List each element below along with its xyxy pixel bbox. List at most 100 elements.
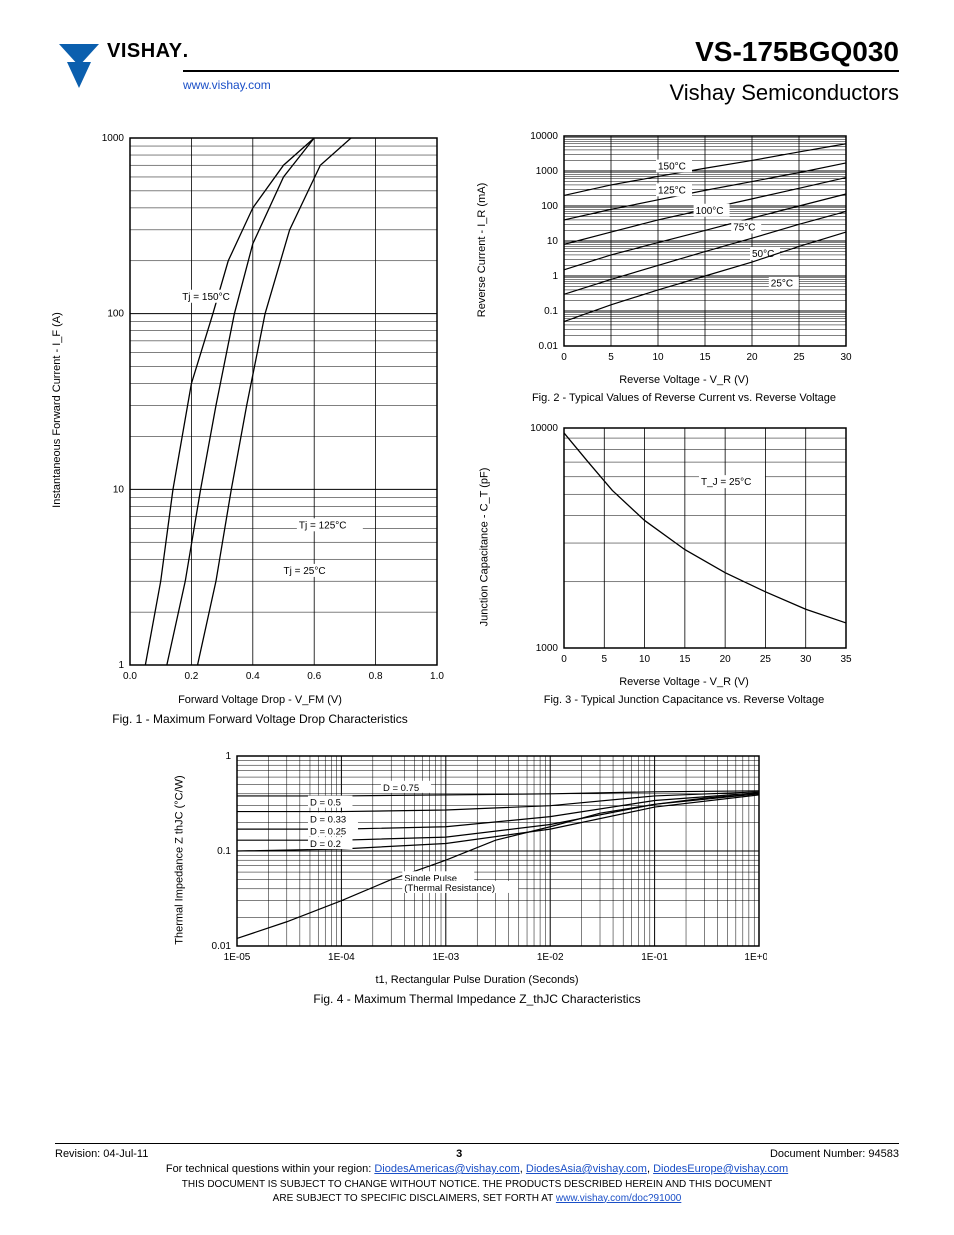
footer-docnum: Document Number: 94583: [770, 1148, 899, 1160]
figure-4: Thermal Impedance Z thJC (°C/W) 1E-051E-…: [167, 750, 787, 970]
svg-text:1: 1: [552, 271, 558, 282]
svg-text:T_J = 25°C: T_J = 25°C: [701, 477, 751, 488]
svg-text:0.4: 0.4: [246, 671, 260, 682]
svg-text:25: 25: [793, 352, 805, 363]
svg-text:10000: 10000: [530, 423, 558, 434]
svg-text:10: 10: [652, 352, 664, 363]
fig4-xlabel: t1, Rectangular Pulse Duration (Seconds): [167, 974, 787, 986]
svg-text:1.0: 1.0: [430, 671, 444, 682]
svg-text:1: 1: [225, 751, 231, 762]
fig3-caption: Fig. 3 - Typical Junction Capacitance vs…: [479, 694, 889, 706]
footer-tech-prefix: For technical questions within your regi…: [166, 1163, 375, 1175]
footer-revision: Revision: 04-Jul-11: [55, 1148, 148, 1160]
svg-text:25: 25: [760, 654, 772, 665]
svg-text:0.1: 0.1: [217, 846, 231, 857]
svg-text:15: 15: [679, 654, 691, 665]
svg-text:Tj = 25°C: Tj = 25°C: [284, 566, 326, 577]
svg-text:Tj = 125°C: Tj = 125°C: [299, 520, 347, 531]
svg-text:35: 35: [840, 654, 852, 665]
fig2-caption: Fig. 2 - Typical Values of Reverse Curre…: [479, 392, 889, 404]
svg-text:10: 10: [113, 484, 125, 495]
brand-dot: .: [183, 40, 189, 62]
svg-text:15: 15: [699, 352, 711, 363]
vishay-triangle-icon: [55, 40, 103, 88]
svg-text:D = 0.5: D = 0.5: [310, 798, 341, 809]
svg-text:1E-05: 1E-05: [224, 952, 251, 963]
footer-divider: [55, 1143, 899, 1144]
fig2-ylabel: Reverse Current - I_R (mA): [476, 183, 488, 317]
figure-3: Junction Capacitance - C_T (pF) 0 5 10 15 20…: [479, 422, 889, 672]
svg-text:0.2: 0.2: [184, 671, 198, 682]
svg-text:Tj = 150°C: Tj = 150°C: [182, 292, 230, 303]
svg-text:100°C: 100°C: [696, 206, 724, 217]
fig3-plot: 0 5 10 15 20 25 30 35 1000 10000 T_J = 25°C: [514, 422, 854, 668]
figure-1: Instantaneous Forward Current - I_F (A) …: [55, 130, 465, 690]
svg-text:1E+00: 1E+00: [744, 952, 767, 963]
footer-disclaimer-1: THIS DOCUMENT IS SUBJECT TO CHANGE WITHO…: [182, 1179, 772, 1190]
svg-text:1000: 1000: [102, 133, 125, 144]
header-url[interactable]: www.vishay.com: [183, 78, 271, 92]
figure-2: Reverse Current - I_R (mA) 0510152025300…: [479, 130, 889, 370]
footer-contacts: DiodesAmericas@vishay.com, DiodesAsia@vi…: [374, 1163, 788, 1175]
svg-text:0.6: 0.6: [307, 671, 321, 682]
svg-text:0.8: 0.8: [369, 671, 383, 682]
svg-text:0.0: 0.0: [123, 671, 137, 682]
svg-text:1000: 1000: [536, 643, 559, 654]
svg-text:0.01: 0.01: [539, 341, 559, 352]
fig1-xlabel: Forward Voltage Drop - V_FM (V): [55, 694, 465, 706]
svg-text:150°C: 150°C: [658, 162, 686, 173]
svg-text:(Thermal Resistance): (Thermal Resistance): [404, 883, 495, 894]
page-footer: Revision: 04-Jul-11 3 Document Number: 9…: [55, 1143, 899, 1205]
svg-text:1: 1: [118, 660, 124, 671]
fig1-caption: Fig. 1 - Maximum Forward Voltage Drop Ch…: [55, 712, 465, 726]
svg-text:100: 100: [541, 201, 558, 212]
vendor-subtitle: Vishay Semiconductors: [670, 80, 900, 106]
svg-text:0.1: 0.1: [544, 306, 558, 317]
svg-text:5: 5: [608, 352, 614, 363]
svg-text:75°C: 75°C: [733, 222, 755, 233]
footer-disclaimer-link[interactable]: www.vishay.com/doc?91000: [556, 1193, 681, 1204]
svg-text:1E-03: 1E-03: [432, 952, 459, 963]
svg-text:10: 10: [639, 654, 651, 665]
svg-text:0: 0: [561, 654, 567, 665]
svg-text:D = 0.75: D = 0.75: [383, 783, 419, 794]
fig4-ylabel: Thermal Impedance Z thJC (°C/W): [174, 775, 186, 944]
svg-text:1E-04: 1E-04: [328, 952, 355, 963]
footer-page: 3: [456, 1148, 462, 1160]
fig3-ylabel: Junction Capacitance - C_T (pF): [478, 468, 490, 627]
svg-text:25°C: 25°C: [771, 279, 793, 290]
svg-text:20: 20: [720, 654, 732, 665]
svg-text:10000: 10000: [530, 131, 558, 142]
fig2-plot: 0 5 10 15 20 25 30 0.01 0.1 1 10 100 1000 10000 150°C 1…: [514, 130, 854, 366]
svg-text:30: 30: [800, 654, 812, 665]
footer-contact-link[interactable]: DiodesEurope@vishay.com: [653, 1163, 788, 1175]
fig4-plot: 1E-05 1E-04 1E-03 1E-02 1E-01 1E+00 0.01 0.1 1 D …: [187, 750, 767, 966]
footer-contact-link[interactable]: DiodesAmericas@vishay.com: [374, 1163, 519, 1175]
svg-text:10: 10: [547, 236, 559, 247]
footer-contact-link[interactable]: DiodesAsia@vishay.com: [526, 1163, 647, 1175]
svg-text:0.01: 0.01: [212, 941, 232, 952]
svg-text:D = 0.33: D = 0.33: [310, 814, 346, 825]
fig1-plot: 0.0 0.2 0.4 0.6 0.8 1.0 1 10 100 1000 Tj = 150°C Tj…: [75, 130, 445, 685]
brand-text: VISHAY: [107, 40, 183, 62]
svg-text:0: 0: [561, 352, 567, 363]
svg-text:20: 20: [746, 352, 758, 363]
fig3-xlabel: Reverse Voltage - V_R (V): [479, 676, 889, 688]
header-divider: [183, 70, 899, 72]
footer-disclaimer-2: ARE SUBJECT TO SPECIFIC DISCLAIMERS, SET…: [273, 1193, 556, 1204]
svg-text:100: 100: [107, 309, 124, 320]
svg-text:30: 30: [840, 352, 852, 363]
svg-text:1E-02: 1E-02: [537, 952, 564, 963]
svg-text:5: 5: [602, 654, 608, 665]
fig2-xlabel: Reverse Voltage - V_R (V): [479, 374, 889, 386]
brand-logo: VISHAY.: [55, 40, 188, 88]
part-number: VS-175BGQ030: [695, 36, 899, 68]
svg-text:125°C: 125°C: [658, 185, 686, 196]
page-header: VISHAY. VS-175BGQ030 www.vishay.com Vish…: [55, 40, 899, 112]
fig4-caption: Fig. 4 - Maximum Thermal Impedance Z_thJ…: [167, 992, 787, 1006]
fig1-ylabel: Instantaneous Forward Current - I_F (A): [51, 312, 63, 508]
svg-text:D = 0.25: D = 0.25: [310, 826, 346, 837]
svg-text:1E-01: 1E-01: [641, 952, 668, 963]
svg-text:D = 0.2: D = 0.2: [310, 839, 341, 850]
svg-text:1000: 1000: [536, 166, 559, 177]
